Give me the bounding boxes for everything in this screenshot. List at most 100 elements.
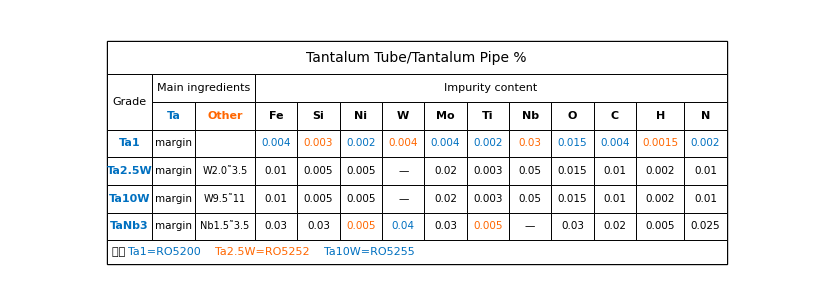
Bar	[255, 185, 298, 213]
Text: margin: margin	[155, 221, 192, 231]
Bar	[424, 213, 467, 240]
Bar	[636, 213, 685, 240]
Text: O: O	[567, 111, 577, 121]
Bar	[636, 185, 685, 213]
Bar	[467, 213, 509, 240]
Text: 0.05: 0.05	[519, 166, 541, 176]
Text: margin: margin	[155, 194, 192, 204]
Text: 0.005: 0.005	[473, 221, 502, 231]
Text: C: C	[611, 111, 619, 121]
Text: Grade: Grade	[112, 97, 146, 107]
Text: 注：: 注：	[111, 247, 128, 257]
Text: Ti: Ti	[482, 111, 493, 121]
Bar	[340, 157, 382, 185]
Bar	[593, 157, 636, 185]
Bar	[636, 102, 685, 130]
Bar	[194, 102, 255, 130]
Bar	[551, 102, 593, 130]
Text: 0.01: 0.01	[265, 194, 288, 204]
Bar	[685, 157, 727, 185]
Text: Ta2.5W: Ta2.5W	[107, 166, 152, 176]
Bar	[551, 157, 593, 185]
Text: Si: Si	[313, 111, 324, 121]
Bar	[467, 185, 509, 213]
Text: 0.02: 0.02	[603, 221, 626, 231]
Text: Main ingredients: Main ingredients	[157, 83, 250, 93]
Bar	[194, 130, 255, 157]
Text: —: —	[398, 166, 408, 176]
Text: W2.0˜3.5: W2.0˜3.5	[202, 166, 247, 176]
Bar	[107, 213, 152, 240]
Bar	[298, 102, 340, 130]
Bar	[107, 185, 152, 213]
Bar	[424, 102, 467, 130]
Text: 0.002: 0.002	[346, 139, 376, 149]
Text: 0.005: 0.005	[304, 194, 333, 204]
Bar	[551, 130, 593, 157]
Text: 0.025: 0.025	[691, 221, 720, 231]
Bar	[509, 130, 551, 157]
Text: 0.002: 0.002	[646, 166, 675, 176]
Text: —: —	[398, 194, 408, 204]
Bar	[255, 157, 298, 185]
Bar	[152, 185, 194, 213]
Bar	[509, 213, 551, 240]
Bar	[382, 213, 424, 240]
Text: 0.005: 0.005	[346, 221, 376, 231]
Text: 0.015: 0.015	[558, 194, 587, 204]
Text: 0.004: 0.004	[600, 139, 629, 149]
Text: W9.5˜11: W9.5˜11	[204, 194, 246, 204]
Text: 0.01: 0.01	[694, 166, 717, 176]
Text: 0.0015: 0.0015	[642, 139, 678, 149]
Text: 0.03: 0.03	[265, 221, 288, 231]
Text: 0.005: 0.005	[346, 166, 376, 176]
Bar	[340, 185, 382, 213]
Bar	[424, 185, 467, 213]
Text: 0.004: 0.004	[389, 139, 418, 149]
Bar	[509, 157, 551, 185]
Text: 0.002: 0.002	[691, 139, 720, 149]
Text: Impurity content: Impurity content	[444, 83, 537, 93]
Bar	[424, 130, 467, 157]
Text: TaNb3: TaNb3	[111, 221, 149, 231]
Bar	[107, 240, 727, 264]
Bar	[298, 185, 340, 213]
Bar	[593, 130, 636, 157]
Text: N: N	[701, 111, 710, 121]
Text: Ta1=RO5200: Ta1=RO5200	[128, 247, 201, 257]
Text: 0.01: 0.01	[265, 166, 288, 176]
Bar	[194, 185, 255, 213]
Bar	[467, 157, 509, 185]
Text: 0.04: 0.04	[392, 221, 415, 231]
Text: Ta: Ta	[167, 111, 180, 121]
Bar	[255, 213, 298, 240]
Bar	[152, 102, 194, 130]
Text: Nb1.5˜3.5: Nb1.5˜3.5	[200, 221, 250, 231]
Bar	[194, 213, 255, 240]
Bar	[467, 102, 509, 130]
Text: margin: margin	[155, 139, 192, 149]
Text: margin: margin	[155, 166, 192, 176]
Bar	[298, 157, 340, 185]
Bar	[152, 74, 255, 102]
Text: 0.003: 0.003	[304, 139, 333, 149]
Text: 0.002: 0.002	[473, 139, 502, 149]
Text: Nb: Nb	[522, 111, 539, 121]
Text: 0.002: 0.002	[646, 194, 675, 204]
Text: Ni: Ni	[354, 111, 367, 121]
Text: 0.004: 0.004	[431, 139, 460, 149]
Text: 0.01: 0.01	[694, 194, 717, 204]
Bar	[152, 213, 194, 240]
Text: 0.05: 0.05	[519, 194, 541, 204]
Text: Ta10W: Ta10W	[109, 194, 150, 204]
Bar	[382, 102, 424, 130]
Bar	[593, 213, 636, 240]
Bar	[509, 185, 551, 213]
Bar	[685, 185, 727, 213]
Text: —: —	[525, 221, 536, 231]
Bar	[152, 130, 194, 157]
Text: 0.005: 0.005	[646, 221, 675, 231]
Text: H: H	[655, 111, 665, 121]
Bar	[685, 102, 727, 130]
Text: Ta10W=RO5255: Ta10W=RO5255	[324, 247, 415, 257]
